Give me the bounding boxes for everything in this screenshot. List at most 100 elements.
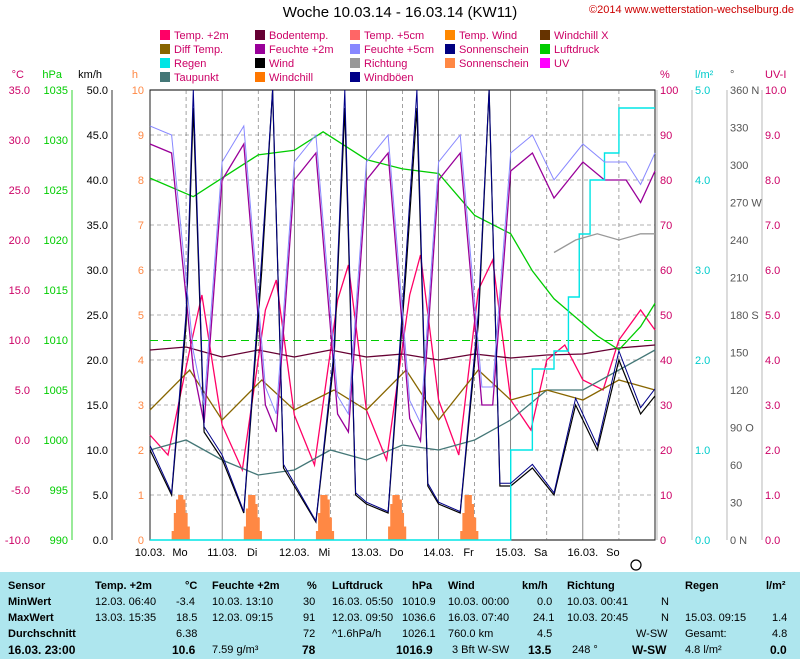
axis-lm2-tick: 5.0 xyxy=(695,85,710,97)
series-line xyxy=(149,89,656,524)
axis-kmh-tick: 15.0 xyxy=(87,400,108,412)
legend-item: Sonnenschein xyxy=(445,58,529,70)
legend-label: Bodentemp. xyxy=(269,30,329,42)
axis-degc-tick: 35.0 xyxy=(9,85,30,97)
axis-deg-tick: 270 W xyxy=(730,198,762,210)
axis-lm2-tick: 0.0 xyxy=(695,535,710,547)
min-press-value: 1010.9 xyxy=(402,596,436,608)
legend-label: Windchill xyxy=(269,72,314,84)
legend-item: Windchill xyxy=(255,72,313,84)
axis-deg-tick: 120 xyxy=(730,385,748,397)
legend-swatch xyxy=(540,30,550,40)
legend-label: UV xyxy=(554,58,570,70)
legend-swatch xyxy=(160,58,170,68)
axis-deg-tick: 60 xyxy=(730,460,742,472)
axis-pct-tick: 100 xyxy=(660,85,678,97)
min-dir-value: N xyxy=(661,596,669,608)
header-wind: Wind xyxy=(448,580,475,592)
sunshine-bar xyxy=(173,513,177,540)
sunshine-bar xyxy=(473,517,477,540)
axis-h-tick: 8 xyxy=(138,175,144,187)
avg-temp-value: 6.38 xyxy=(176,628,198,640)
sunshine-bar xyxy=(326,499,330,540)
copyright-link[interactable]: ©2014 www.wetterstation-wechselburg.de xyxy=(589,4,794,16)
sunshine-bar xyxy=(466,495,470,540)
legend-item: Wind xyxy=(255,58,294,70)
axis-deg-tick: 360 N xyxy=(730,85,759,97)
legend-swatch xyxy=(445,58,455,68)
avg-press-trend: ^1.6hPa/h xyxy=(332,628,382,640)
sunshine-bar xyxy=(331,531,335,540)
sunshine-bar xyxy=(315,531,319,540)
legend-item: UV xyxy=(540,58,569,70)
sunshine-bar xyxy=(243,526,247,540)
sunshine-bar xyxy=(392,495,396,540)
sunshine-bar xyxy=(475,531,479,540)
avg-dir-value: W-SW xyxy=(636,628,668,640)
axis-hpa-tick: 1010 xyxy=(44,335,68,347)
axis-h-tick: 9 xyxy=(138,130,144,142)
sunshine-bar xyxy=(318,513,322,540)
now-rain-total: 4.8 l/m² xyxy=(685,644,722,656)
min-hum-time: 10.03. 13:10 xyxy=(212,596,274,608)
axis-h-tick: 4 xyxy=(138,355,144,367)
avg-wind-value: 4.5 xyxy=(537,628,553,640)
legend-swatch xyxy=(160,30,170,40)
weather-chart: 35.030.025.020.015.010.05.00.0-5.0-10.0°… xyxy=(5,69,786,571)
now-temp-value: 10.6 xyxy=(172,643,196,657)
legend-label: Luftdruck xyxy=(554,44,600,56)
legend-label: Sonnenschein xyxy=(459,44,529,56)
axis-kmh-tick: 10.0 xyxy=(87,445,108,457)
legend-swatch xyxy=(160,72,170,82)
min-wind-time: 10.03. 00:00 xyxy=(448,596,510,608)
axis-uv-tick: 1.0 xyxy=(765,490,780,502)
x-tick-weekday: So xyxy=(606,547,619,559)
legend-item: Regen xyxy=(160,58,206,70)
axis-degc-tick: 10.0 xyxy=(9,335,30,347)
axis-hpa-tick: 1015 xyxy=(44,285,68,297)
axis-pct-tick: 10 xyxy=(660,490,672,502)
header-pressure: Luftdruck xyxy=(332,580,383,592)
min-wind-value: 0.0 xyxy=(537,596,553,608)
sunshine-bar xyxy=(184,513,188,540)
chart-title: Woche 10.03.14 - 16.03.14 (KW11) xyxy=(282,4,518,21)
legend-item: Richtung xyxy=(350,58,407,70)
min-press-time: 16.03. 05:50 xyxy=(332,596,394,608)
sunshine-bar xyxy=(175,499,179,540)
sunshine-bar xyxy=(180,495,184,540)
axis-h-tick: 3 xyxy=(138,400,144,412)
sunshine-bar xyxy=(471,504,475,540)
axis-h-tick: 6 xyxy=(138,265,144,277)
sunshine-bar xyxy=(398,499,402,540)
now-dir-value: W-SW xyxy=(632,643,667,657)
sunshine-bar xyxy=(256,517,260,540)
axis-deg-tick: 300 xyxy=(730,160,748,172)
legend-item: Windchill X xyxy=(540,30,608,42)
now-hum-abs: 7.59 g/m³ xyxy=(212,644,259,656)
min-hum-value: 30 xyxy=(303,596,316,608)
axis-h-tick: 10 xyxy=(132,85,144,97)
axis-h-unit: h xyxy=(132,69,138,81)
legend-label: Temp. Wind xyxy=(459,30,518,42)
legend-swatch xyxy=(255,30,265,40)
sunshine-bar xyxy=(403,526,407,540)
legend-swatch xyxy=(255,72,265,82)
legend-item: Feuchte +5cm xyxy=(350,44,434,56)
axis-kmh-tick: 45.0 xyxy=(87,130,108,142)
axis-hpa-tick: 1030 xyxy=(44,135,68,147)
axis-hpa-tick: 995 xyxy=(50,485,68,497)
axis-degc-tick: 20.0 xyxy=(9,235,30,247)
row-label-now: 16.03. 23:00 xyxy=(8,643,76,657)
series-line xyxy=(149,254,656,473)
axis-pct-tick: 90 xyxy=(660,130,672,142)
max-rain-time: 15.03. 09:15 xyxy=(685,612,747,624)
axis-degc-tick: 0.0 xyxy=(15,435,30,447)
sunshine-bar xyxy=(178,495,182,540)
legend-swatch xyxy=(445,44,455,54)
legend-item: Luftdruck xyxy=(540,44,599,56)
row-label-avg: Durchschnitt xyxy=(8,628,76,640)
now-hum-value: 78 xyxy=(302,643,316,657)
legend-swatch xyxy=(540,58,550,68)
sunshine-bar xyxy=(394,495,398,540)
sunshine-bar xyxy=(171,531,175,540)
